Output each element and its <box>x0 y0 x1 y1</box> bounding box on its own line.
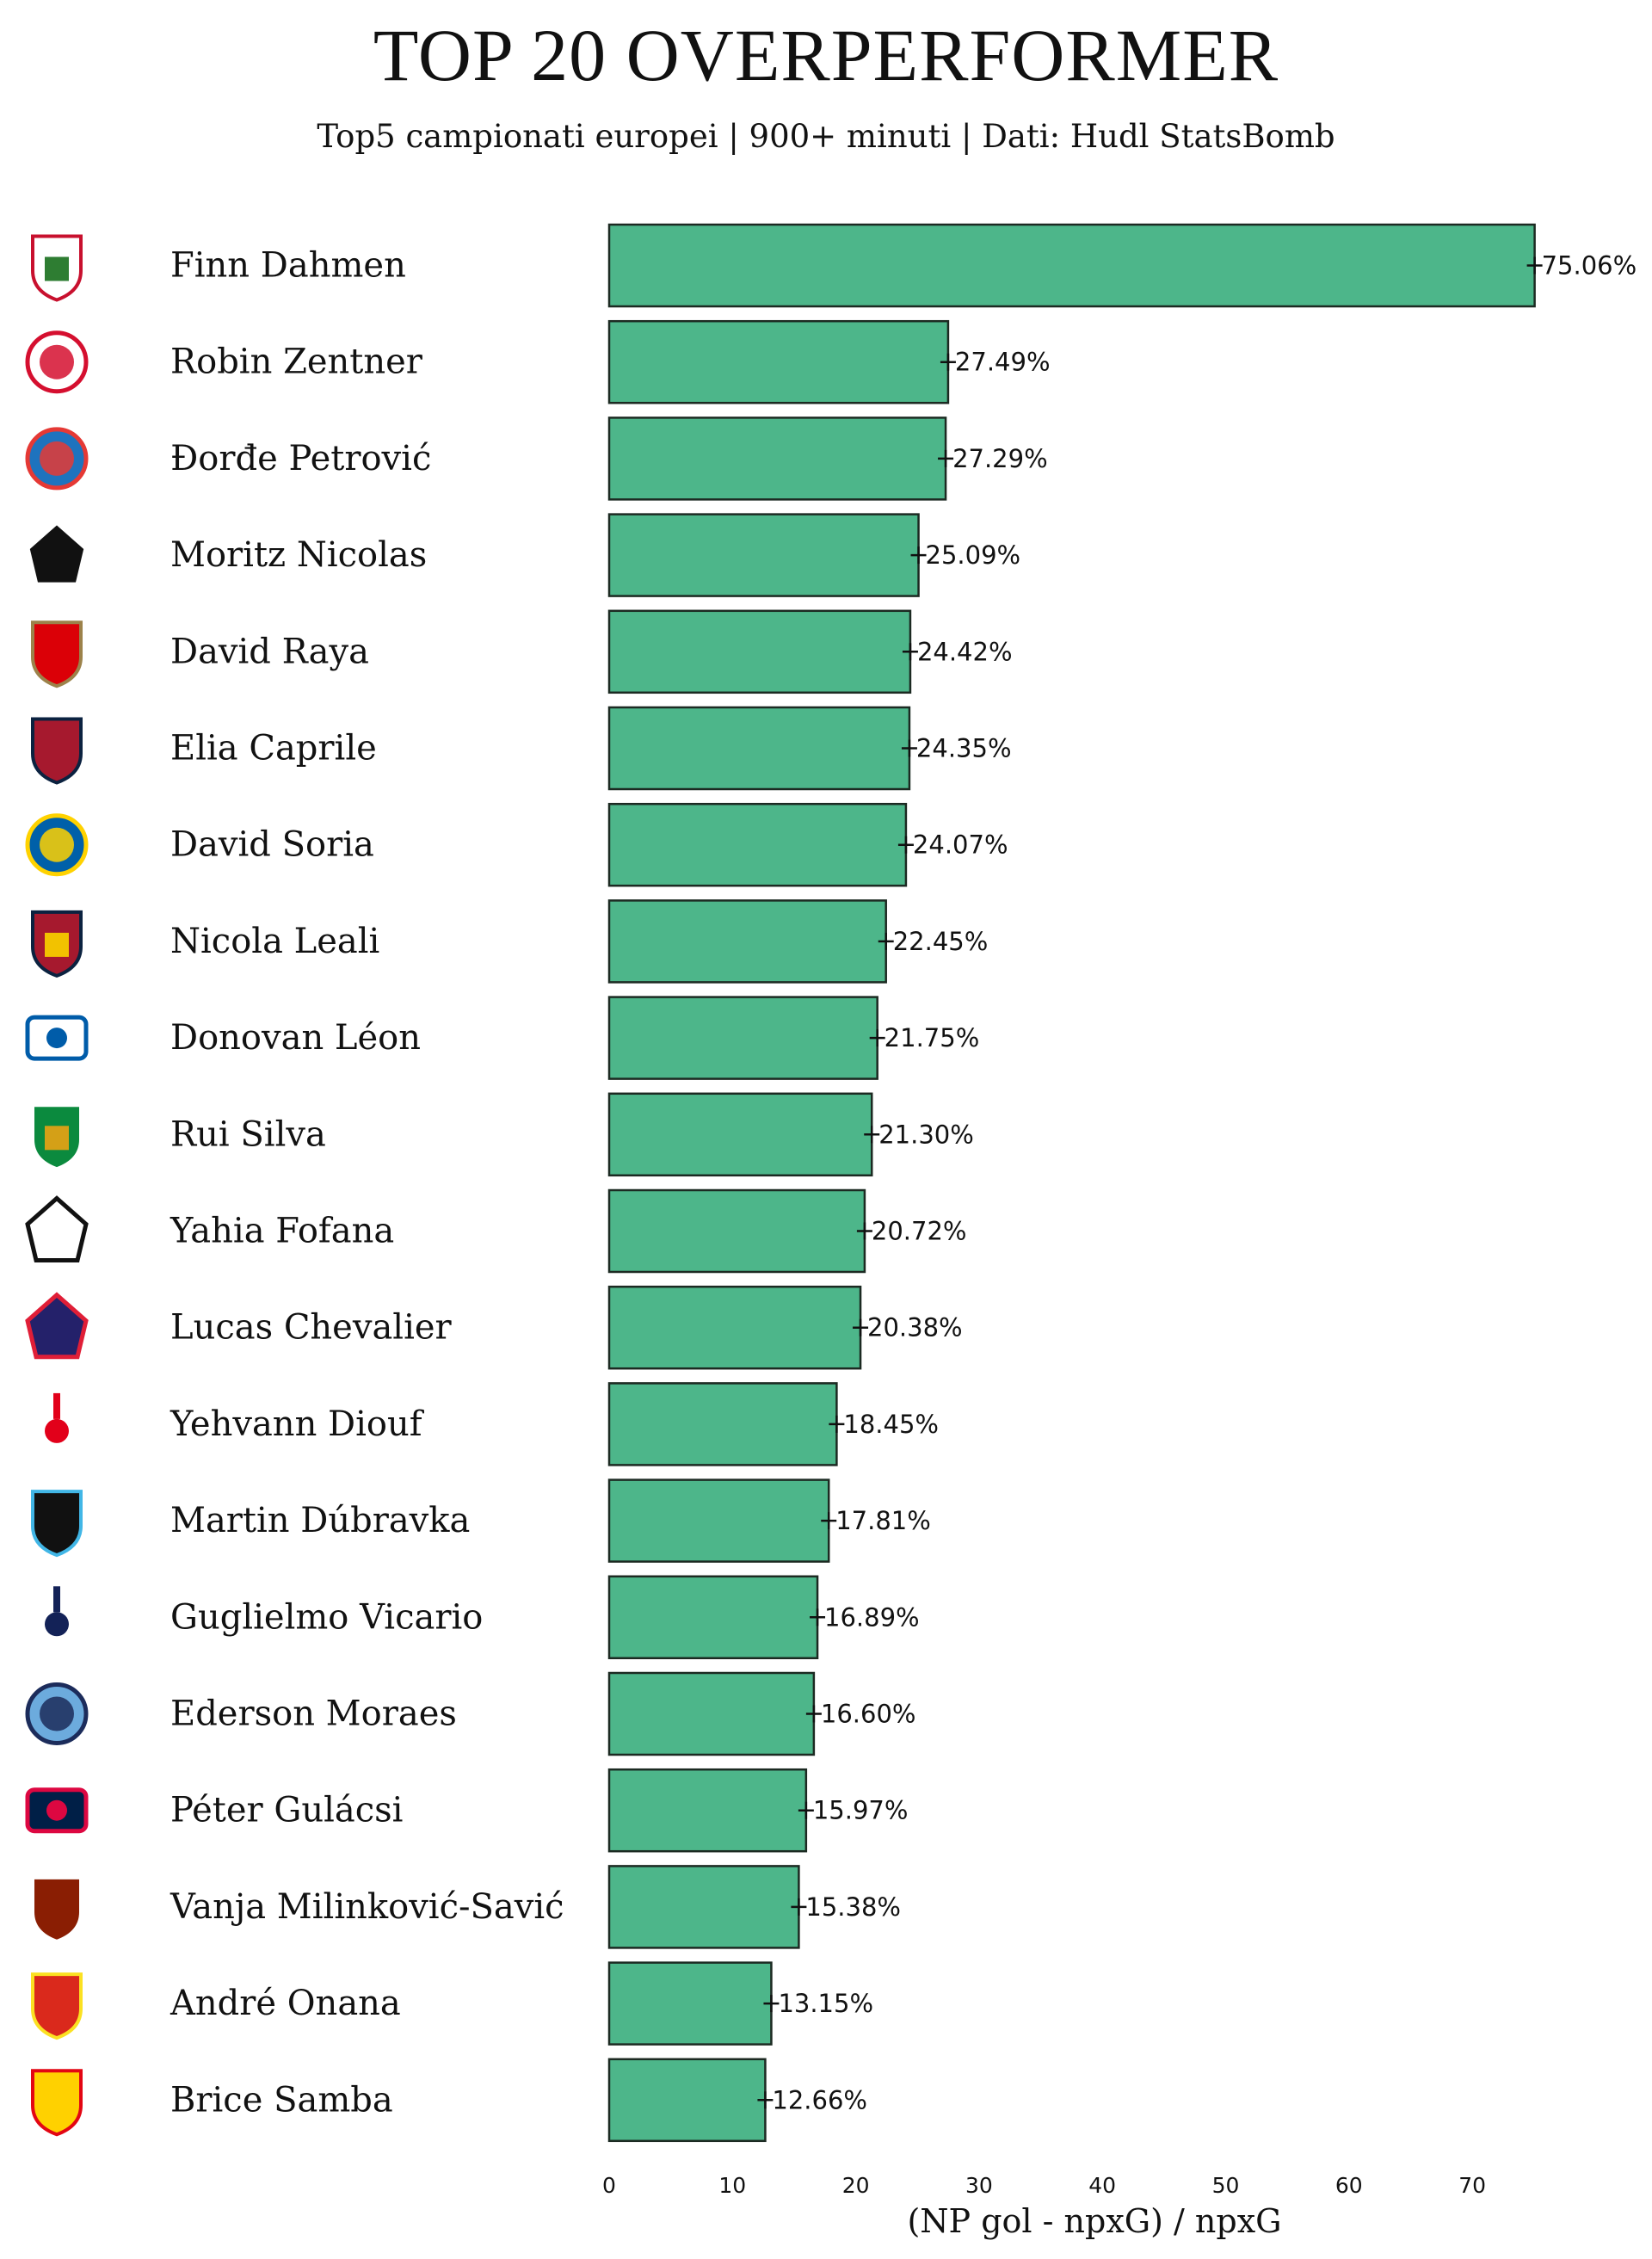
value-label: 20.38% <box>867 1313 963 1342</box>
player-name: Lucas Chevalier <box>170 1308 453 1348</box>
bar <box>607 223 1536 308</box>
chart-subtitle: Top5 campionati europei | 900+ minuti | … <box>317 118 1335 155</box>
bar <box>607 319 950 404</box>
player-name: Brice Samba <box>170 2080 393 2120</box>
x-tick-label: 70 <box>1458 2173 1486 2198</box>
value-label: 27.29% <box>952 444 1048 473</box>
bar <box>607 996 878 1080</box>
bar <box>607 1865 800 1949</box>
player-name: Vanja Milinković-Savić <box>170 1887 564 1927</box>
player-name: Ederson Moraes <box>170 1694 457 1734</box>
getafe-crest-icon <box>25 813 89 877</box>
x-tick-label: 0 <box>602 2173 616 2198</box>
bar <box>607 1768 808 1853</box>
value-label: 25.09% <box>926 540 1021 570</box>
player-name: Yehvann Diouf <box>170 1404 425 1444</box>
value-label: 16.89% <box>824 1602 920 1632</box>
bar <box>607 1382 838 1466</box>
bar <box>607 1188 866 1274</box>
value-label: 24.35% <box>916 734 1012 763</box>
value-label: 16.60% <box>821 1700 916 1729</box>
value-label: 75.06% <box>1542 251 1637 281</box>
lens-crest-icon <box>31 2069 83 2137</box>
player-name: Yahia Fofana <box>170 1212 394 1251</box>
x-tick-label: 20 <box>842 2173 870 2198</box>
player-name: Guglielmo Vicario <box>170 1597 483 1637</box>
bar <box>607 417 947 501</box>
tottenham-crest-icon <box>45 1586 69 1637</box>
x-axis-title: (NP gol - npxG) / npxG <box>907 2202 1281 2240</box>
bar <box>607 1671 816 1756</box>
player-name: Elia Caprile <box>170 729 377 768</box>
genoa-crest-icon <box>31 910 83 978</box>
mainz-crest-icon <box>25 330 89 394</box>
value-label: 15.97% <box>813 1796 909 1825</box>
torino-crest-icon <box>31 1875 83 1944</box>
player-name: Robin Zentner <box>170 343 423 382</box>
player-name: Rui Silva <box>170 1114 326 1154</box>
player-name: Moritz Nicolas <box>170 535 427 575</box>
betis-crest-icon <box>31 1103 83 1171</box>
club-logos <box>25 234 89 2137</box>
augsburg-crest-icon <box>31 234 83 302</box>
player-name: Finn Dahmen <box>170 246 406 286</box>
bar <box>607 706 911 791</box>
man-united-crest-icon <box>31 1972 83 2040</box>
x-tick-label: 10 <box>718 2173 746 2198</box>
bar <box>607 899 887 984</box>
bar <box>607 513 920 597</box>
x-axis: (NP gol - npxG) / npxG 0 10 20 30 40 50 60 70 <box>602 2173 1486 2240</box>
value-label: 24.42% <box>917 637 1013 666</box>
player-name: Đorđe Petrović <box>170 439 431 478</box>
value-label: 18.45% <box>843 1410 939 1439</box>
strasbourg-crest-icon <box>25 427 89 491</box>
bar <box>607 1961 773 2046</box>
player-name: Donovan Léon <box>170 1018 421 1058</box>
x-tick-label: 50 <box>1212 2173 1240 2198</box>
player-name: David Raya <box>170 632 369 671</box>
player-name: Péter Gulácsi <box>170 1791 403 1830</box>
player-name: David Soria <box>170 825 374 865</box>
value-label: 20.72% <box>872 1217 967 1246</box>
value-label: 15.38% <box>805 1892 901 1922</box>
bar <box>607 1092 873 1177</box>
value-label: 24.07% <box>913 830 1008 860</box>
value-label: 17.81% <box>835 1506 931 1535</box>
value-label: 13.15% <box>778 1989 873 2018</box>
chart-title: TOP 20 OVERPERFORMER <box>373 14 1279 96</box>
gladbach-crest-icon <box>25 519 89 587</box>
player-names: Finn Dahmen Robin Zentner Đorđe Petrović Mo… <box>170 246 564 2120</box>
bars <box>607 223 1543 2143</box>
leipzig-crest-icon <box>25 1787 89 1834</box>
bar <box>607 2058 767 2143</box>
bar <box>607 1575 819 1660</box>
player-name: Martin Dúbravka <box>170 1501 470 1540</box>
bar <box>607 1285 862 1370</box>
angers-crest-icon <box>25 1195 89 1262</box>
arsenal-crest-icon <box>31 620 83 688</box>
bar <box>607 609 912 694</box>
x-tick-label: 40 <box>1088 2173 1116 2198</box>
value-labels: 75.06% 27.49% 27.29% 25.09% 24.42% 24.35% 24.0… <box>772 251 1637 2115</box>
value-label: 21.30% <box>878 1120 974 1149</box>
player-name: André Onana <box>170 1984 401 2023</box>
man-city-crest-icon <box>25 1682 89 1745</box>
value-label: 21.75% <box>885 1023 980 1052</box>
lille-crest-icon <box>25 1292 89 1360</box>
value-label: 22.45% <box>893 927 989 956</box>
bar <box>607 802 908 887</box>
bar <box>607 1478 830 1563</box>
cagliari-crest-icon <box>31 717 83 785</box>
reims-crest-icon <box>45 1392 69 1443</box>
x-tick-label: 30 <box>965 2173 993 2198</box>
value-label: 12.66% <box>772 2085 867 2114</box>
auxerre-crest-icon <box>25 1015 89 1061</box>
newcastle-crest-icon <box>31 1490 83 1558</box>
x-tick-label: 60 <box>1335 2173 1363 2198</box>
value-label: 27.49% <box>955 348 1051 377</box>
player-name: Nicola Leali <box>170 922 379 961</box>
